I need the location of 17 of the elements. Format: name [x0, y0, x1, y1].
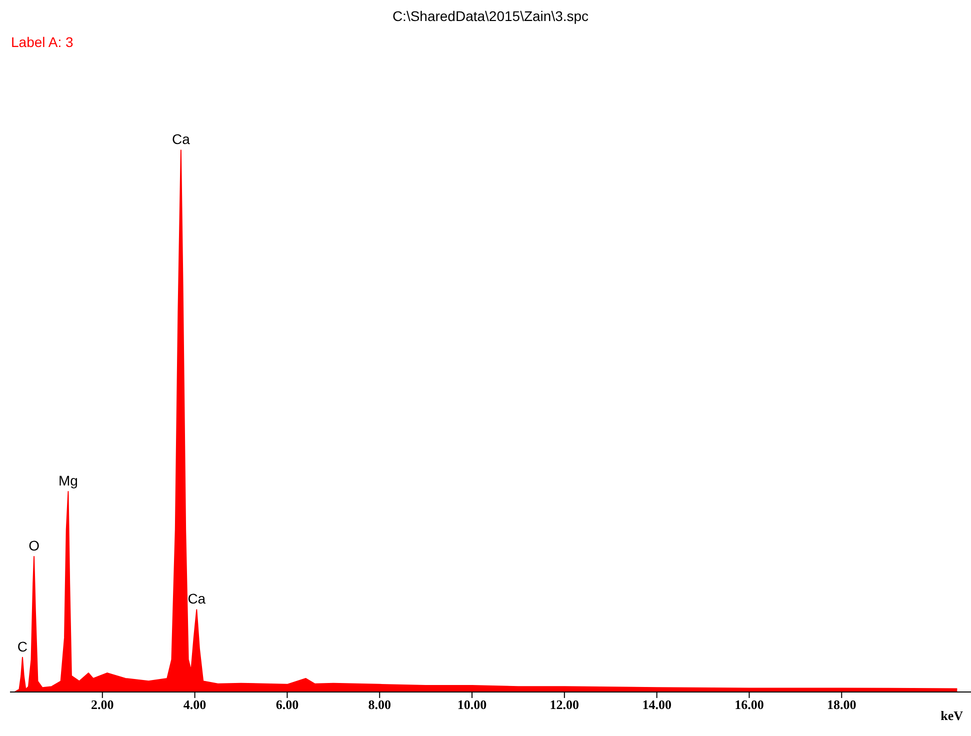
x-tick-label: 4.00: [183, 697, 206, 712]
x-tick-label: 18.00: [827, 697, 856, 712]
x-tick-label: 14.00: [642, 697, 672, 712]
text: Label A: 3: [10, 34, 74, 52]
annotation: Mg: [58, 472, 78, 489]
x-tick-label: 10.00: [457, 697, 487, 712]
x-tick-label: 2.00: [91, 697, 114, 712]
x-axis-title: keV: [940, 708, 964, 723]
annotation: Ca: [188, 590, 206, 607]
chart-title: C:\SharedData\2015\Zain\3.spc: [391, 8, 590, 26]
annotation: Ca: [172, 131, 190, 148]
x-tick-label: 16.00: [734, 697, 764, 712]
x-tick-label: 8.00: [368, 697, 391, 712]
x-tick-label: 12.00: [550, 697, 580, 712]
x-tick-label: 6.00: [276, 697, 299, 712]
annotation: O: [28, 538, 40, 554]
annotation: C: [17, 638, 28, 654]
